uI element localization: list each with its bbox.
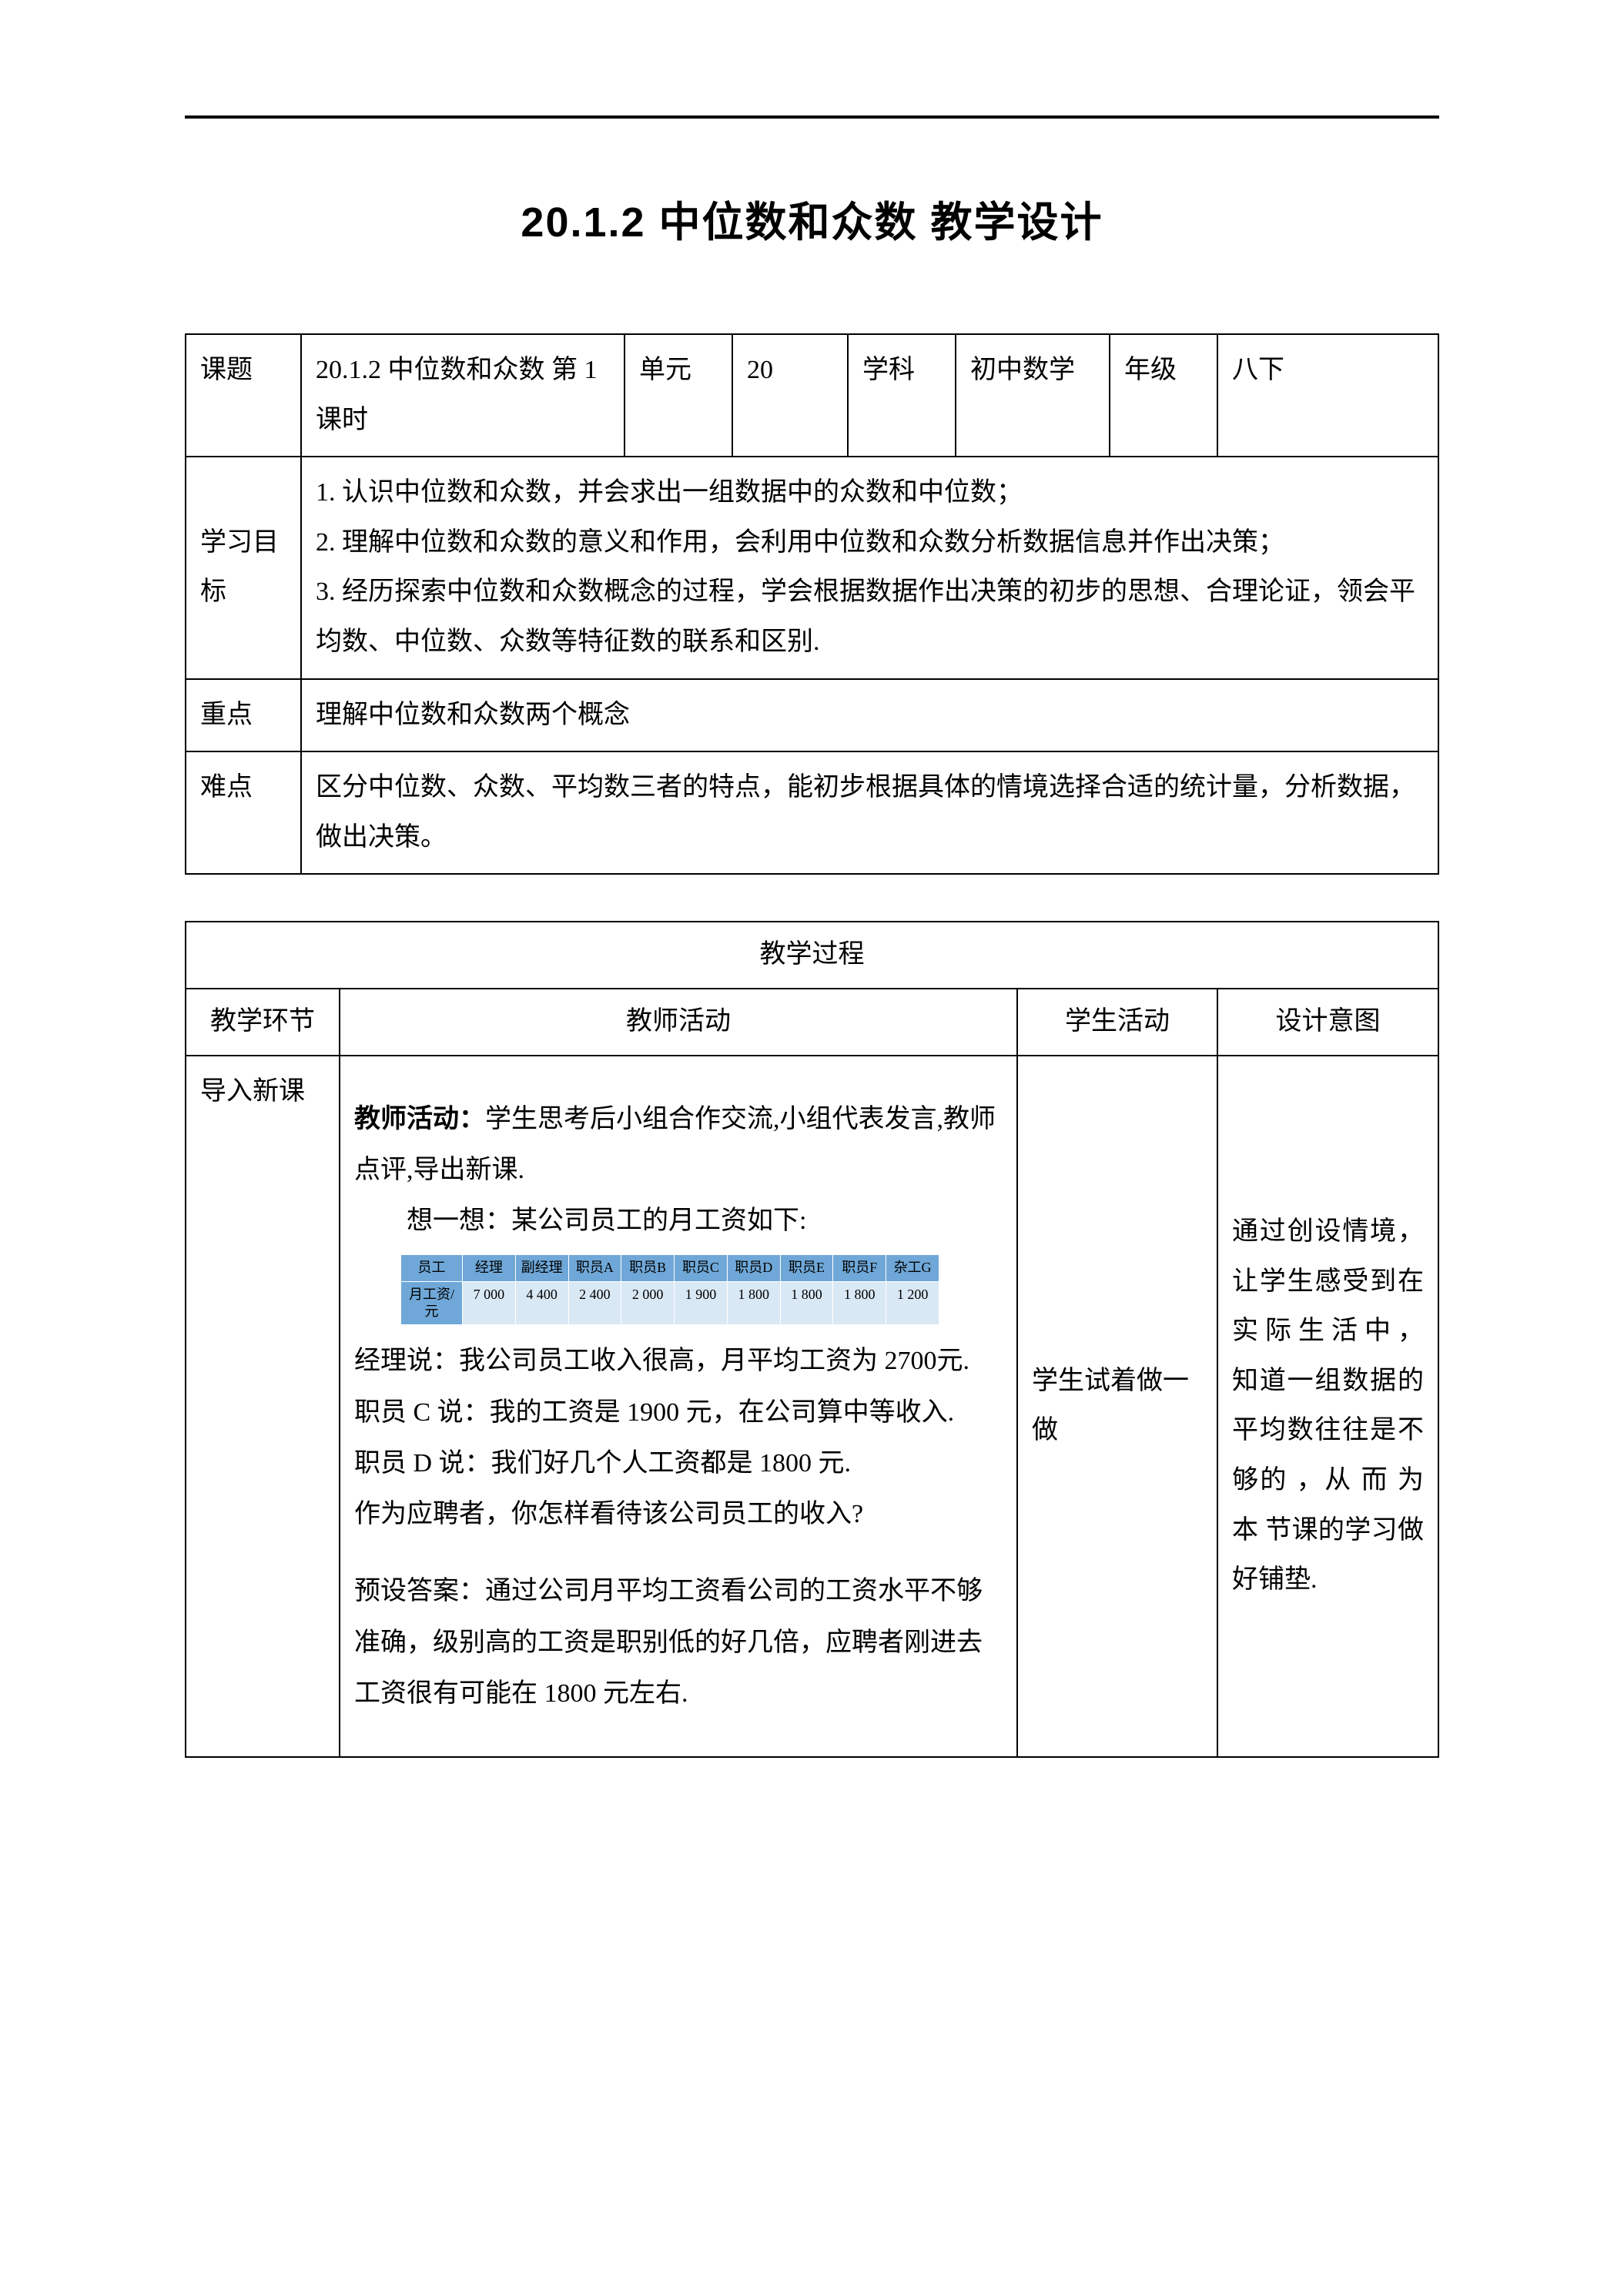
teacher-cell: 教师活动：学生思考后小组合作交流,小组代表发言,教师点评,导出新课. 想一想：某…	[340, 1056, 1017, 1758]
stage-cell: 导入新课	[186, 1056, 340, 1758]
salary-v4: 1 900	[675, 1282, 728, 1325]
value-topic: 20.1.2 中位数和众数 第 1 课时	[301, 334, 624, 457]
salary-table-wrap: 员工 经理 副经理 职员A 职员B 职员C 职员D 职员E 职员F 杂工G	[400, 1254, 1003, 1325]
goal-2: 2. 理解中位数和众数的意义和作用，会利用中位数和众数分析数据信息并作出决策；	[316, 528, 1284, 557]
meta-row-difficulty: 难点 区分中位数、众数、平均数三者的特点，能初步根据具体的情境选择合适的统计量，…	[186, 751, 1438, 874]
goal-1: 1. 认识中位数和众数，并会求出一组数据中的众数和中位数；	[316, 478, 1023, 507]
label-unit: 单元	[624, 334, 732, 457]
salary-table: 员工 经理 副经理 职员A 职员B 职员C 职员D 职员E 职员F 杂工G	[400, 1254, 939, 1325]
salary-h9: 杂工G	[886, 1255, 939, 1282]
value-keypoint: 理解中位数和众数两个概念	[301, 679, 1438, 752]
intent-cell: 通过创设情境，让学生感受到在实 际 生 活 中 ，知道一组数据的平均数往往是不够…	[1217, 1056, 1438, 1758]
salary-h0: 员工	[401, 1255, 463, 1282]
salary-h6: 职员D	[727, 1255, 780, 1282]
salary-v3: 2 000	[621, 1282, 675, 1325]
salary-v8: 1 200	[886, 1282, 939, 1325]
value-subject: 初中数学	[956, 334, 1110, 457]
label-goals: 学习目标	[186, 457, 301, 678]
spacer	[354, 1719, 1003, 1745]
label-keypoint: 重点	[186, 679, 301, 752]
think-label: 想一想：	[407, 1207, 511, 1235]
value-goals: 1. 认识中位数和众数，并会求出一组数据中的众数和中位数； 2. 理解中位数和众…	[301, 457, 1438, 678]
col-student: 学生活动	[1017, 989, 1217, 1056]
salary-row-label: 月工资/元	[401, 1282, 463, 1325]
teacher-label: 教师活动：	[354, 1104, 485, 1133]
spacer	[354, 1067, 1003, 1093]
salary-v7: 1 800	[833, 1282, 886, 1325]
salary-h2: 副经理	[515, 1255, 568, 1282]
value-grade: 八下	[1217, 334, 1438, 457]
teacher-t6: 作为应聘者，你怎样看待该公司员工的收入?	[354, 1489, 1003, 1540]
page: 20.1.2 中位数和众数 教学设计 课题 20.1.2 中位数和众数 第 1 …	[0, 0, 1624, 2296]
salary-h8: 职员F	[833, 1255, 886, 1282]
goal-3: 3. 经历探索中位数和众数概念的过程，学会根据数据作出决策的初步的思想、合理论证…	[316, 577, 1415, 656]
salary-v5: 1 800	[727, 1282, 780, 1325]
teacher-think: 想一想：某公司员工的月工资如下:	[354, 1196, 1003, 1247]
label-subject: 学科	[848, 334, 956, 457]
teacher-content: 教师活动：学生思考后小组合作交流,小组代表发言,教师点评,导出新课. 想一想：某…	[354, 1067, 1003, 1746]
teacher-t3: 经理说：我公司员工收入很高，月平均工资为 2700元.	[354, 1336, 1003, 1387]
col-intent: 设计意图	[1217, 989, 1438, 1056]
meta-row-goals: 学习目标 1. 认识中位数和众数，并会求出一组数据中的众数和中位数； 2. 理解…	[186, 457, 1438, 678]
teacher-t5: 职员 D 说：我们好几个人工资都是 1800 元.	[354, 1438, 1003, 1489]
label-difficulty: 难点	[186, 751, 301, 874]
process-header: 教学过程	[186, 922, 1438, 989]
teacher-t7: 预设答案：通过公司月平均工资看公司的工资水平不够准确，级别高的工资是职别低的好几…	[354, 1566, 1003, 1719]
label-grade: 年级	[1110, 334, 1217, 457]
meta-row-topic: 课题 20.1.2 中位数和众数 第 1 课时 单元 20 学科 初中数学 年级…	[186, 334, 1438, 457]
salary-v6: 1 800	[780, 1282, 833, 1325]
salary-v2: 2 400	[568, 1282, 621, 1325]
salary-h1: 经理	[463, 1255, 516, 1282]
value-difficulty: 区分中位数、众数、平均数三者的特点，能初步根据具体的情境选择合适的统计量，分析数…	[301, 751, 1438, 874]
col-stage: 教学环节	[186, 989, 340, 1056]
salary-v1: 4 400	[515, 1282, 568, 1325]
think-text: 某公司员工的月工资如下:	[511, 1207, 806, 1235]
meta-row-keypoint: 重点 理解中位数和众数两个概念	[186, 679, 1438, 752]
label-topic: 课题	[186, 334, 301, 457]
spacer	[354, 1540, 1003, 1566]
col-teacher: 教师活动	[340, 989, 1017, 1056]
top-rule	[185, 115, 1439, 119]
meta-table: 课题 20.1.2 中位数和众数 第 1 课时 单元 20 学科 初中数学 年级…	[185, 333, 1439, 875]
teacher-t4: 职员 C 说：我的工资是 1900 元，在公司算中等收入.	[354, 1387, 1003, 1438]
think-line: 想一想：某公司员工的月工资如下:	[354, 1196, 1003, 1247]
process-header-row: 教学过程	[186, 922, 1438, 989]
value-unit: 20	[732, 334, 848, 457]
salary-h3: 职员A	[568, 1255, 621, 1282]
teacher-intro: 教师活动：学生思考后小组合作交流,小组代表发言,教师点评,导出新课.	[354, 1093, 1003, 1197]
student-cell: 学生试着做一做	[1017, 1056, 1217, 1758]
page-title: 20.1.2 中位数和众数 教学设计	[185, 188, 1439, 249]
process-table: 教学过程 教学环节 教师活动 学生活动 设计意图 导入新课 教师活动：学生思考后…	[185, 921, 1439, 1758]
salary-h4: 职员B	[621, 1255, 675, 1282]
salary-h7: 职员E	[780, 1255, 833, 1282]
salary-value-row: 月工资/元 7 000 4 400 2 400 2 000 1 900 1 80…	[401, 1282, 939, 1325]
salary-header-row: 员工 经理 副经理 职员A 职员B 职员C 职员D 职员E 职员F 杂工G	[401, 1255, 939, 1282]
process-cols-row: 教学环节 教师活动 学生活动 设计意图	[186, 989, 1438, 1056]
salary-h5: 职员C	[675, 1255, 728, 1282]
process-body-row: 导入新课 教师活动：学生思考后小组合作交流,小组代表发言,教师点评,导出新课. …	[186, 1056, 1438, 1758]
salary-v0: 7 000	[463, 1282, 516, 1325]
